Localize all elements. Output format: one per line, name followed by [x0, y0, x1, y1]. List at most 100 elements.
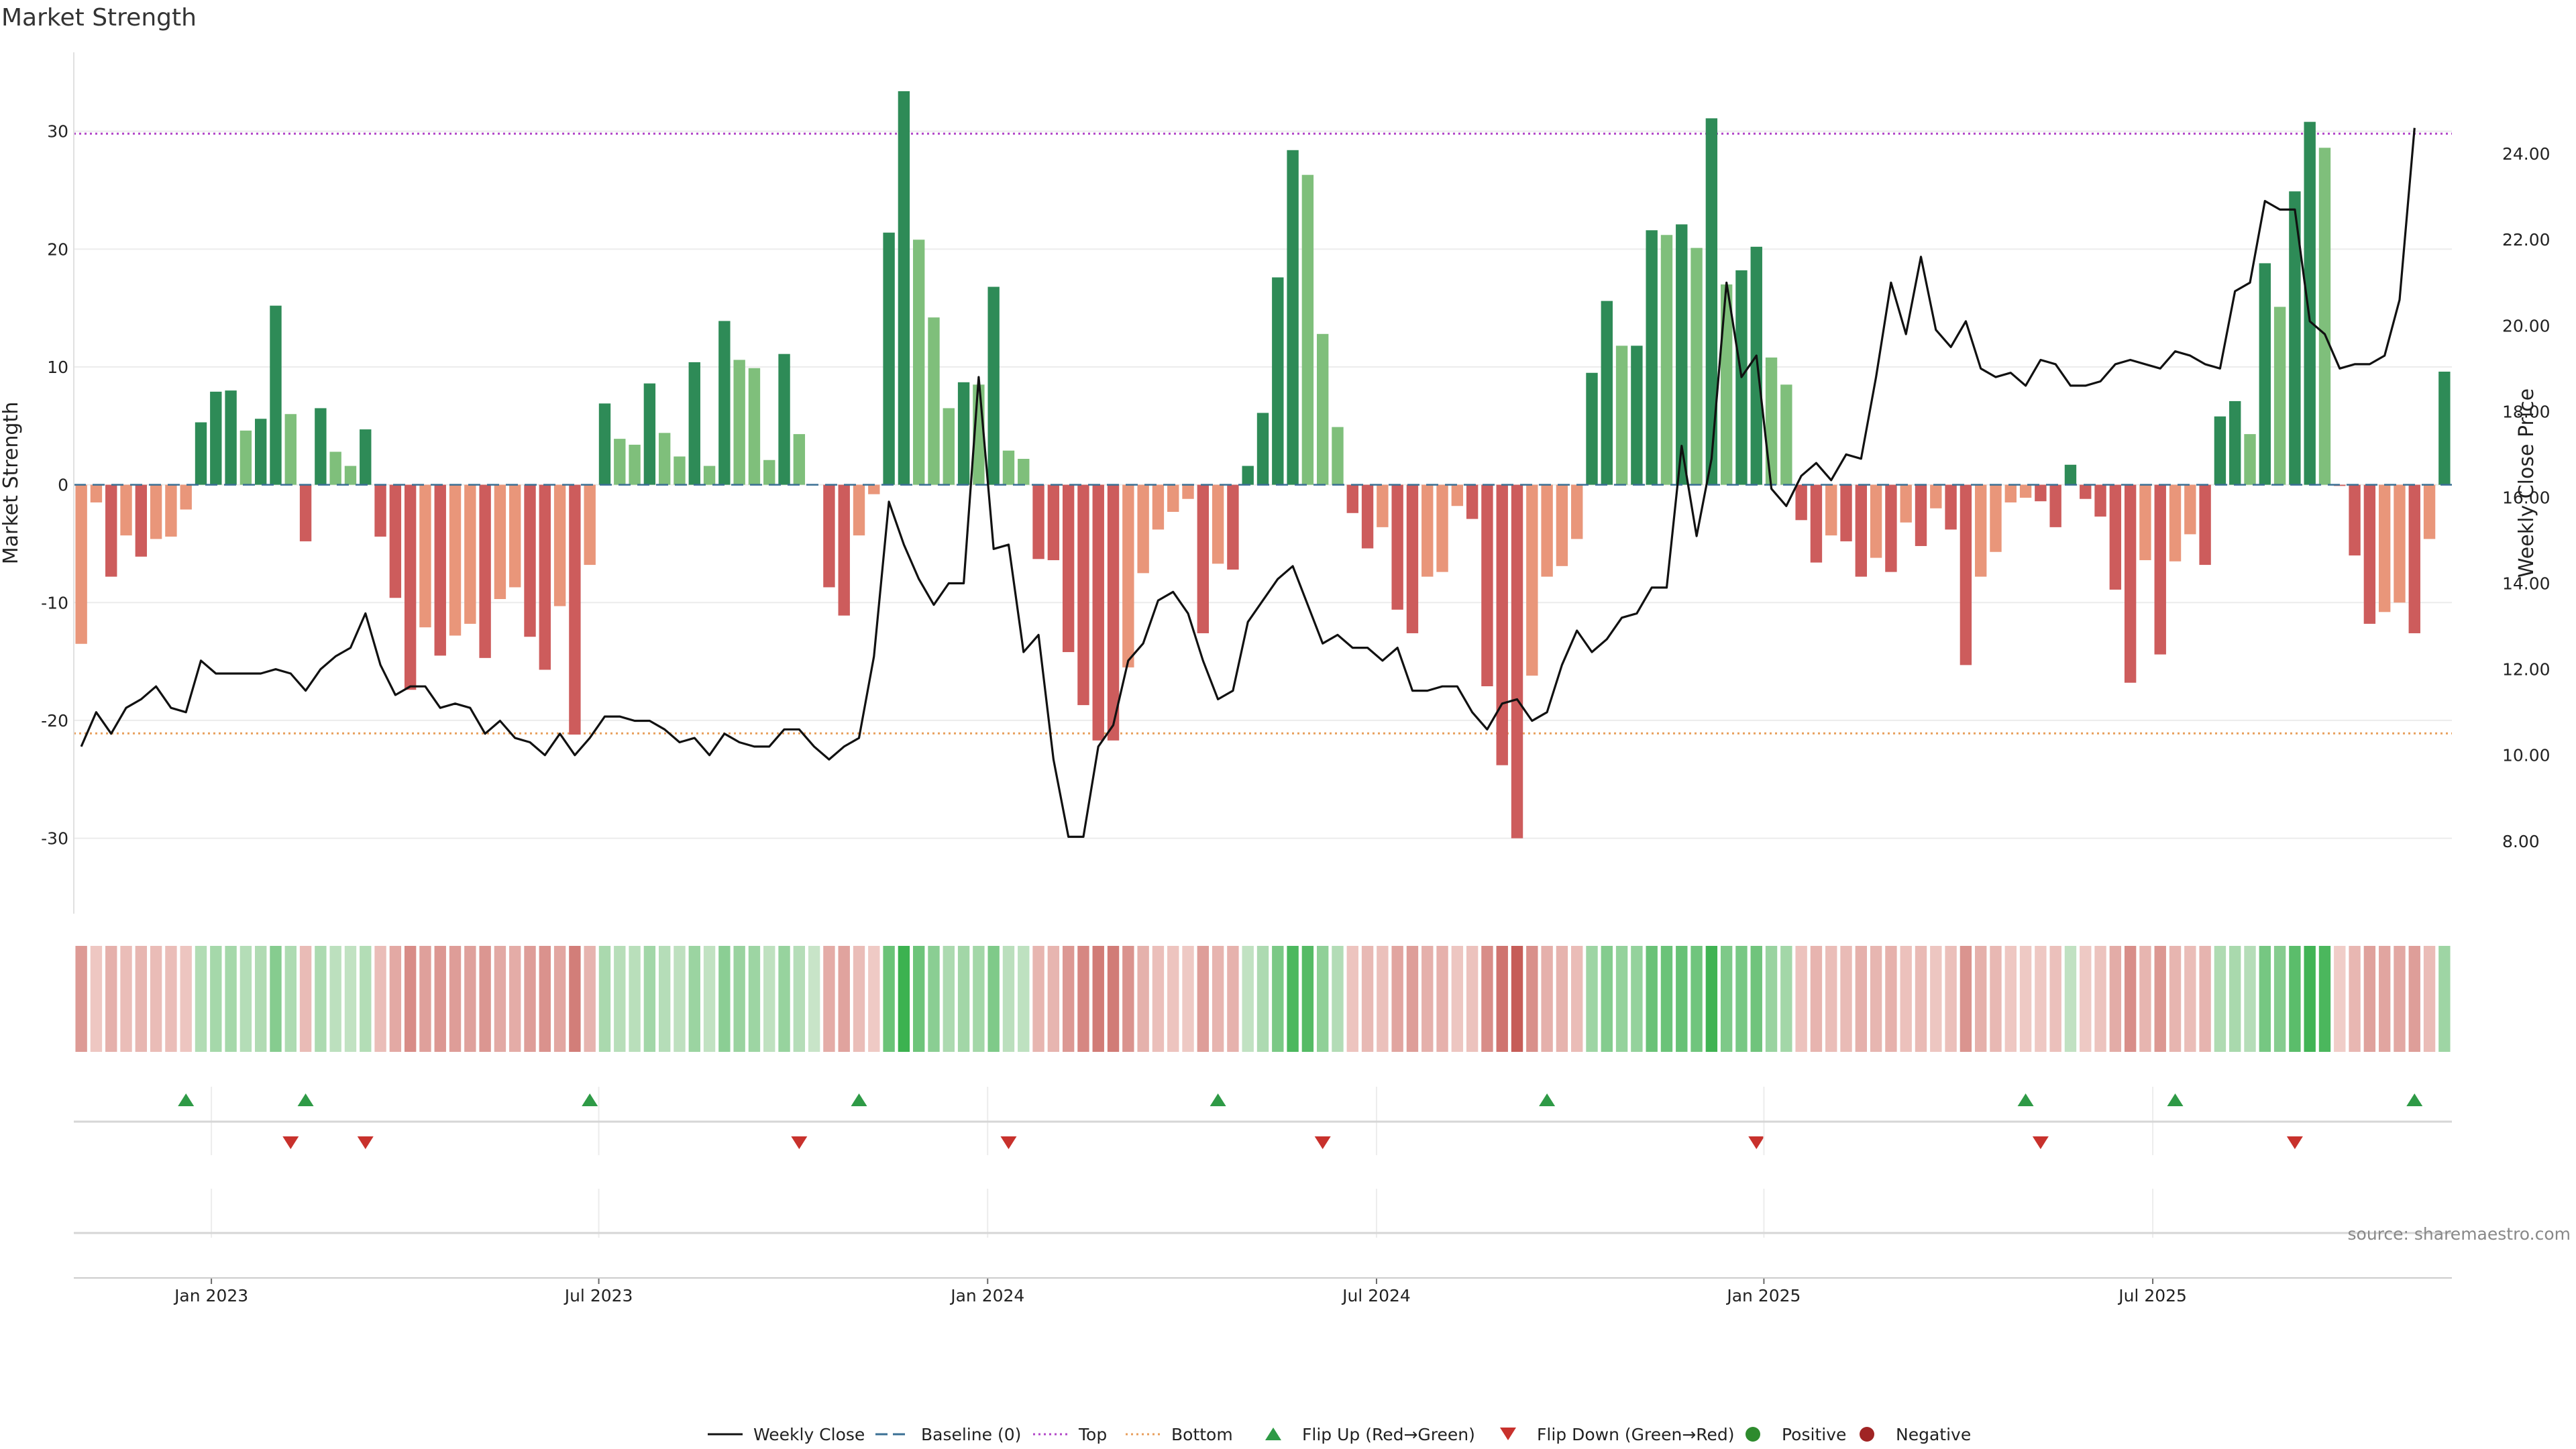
heat-cell [643, 946, 656, 1052]
strength-bar [1840, 484, 1852, 541]
strength-bar [284, 414, 297, 485]
strength-bar [629, 444, 641, 485]
heat-cell [165, 946, 177, 1052]
legend-item: Weekly Close [708, 1425, 865, 1444]
heat-cell [1092, 946, 1104, 1052]
heat-cell [2259, 946, 2271, 1052]
strength-bar [389, 484, 402, 598]
strength-bar [105, 484, 117, 577]
strength-bar [1092, 484, 1104, 741]
heat-cell [2349, 946, 2361, 1052]
strength-bar [2244, 434, 2256, 485]
heat-cell [614, 946, 626, 1052]
legend-item: Top [1033, 1425, 1107, 1444]
heat-cell [479, 946, 491, 1052]
flip-down-marker [791, 1136, 808, 1149]
triangle-up-icon [1265, 1428, 1281, 1440]
heat-cell [913, 946, 925, 1052]
heat-cell [778, 946, 790, 1052]
strength-bar [1436, 484, 1448, 572]
heat-cell [1122, 946, 1134, 1052]
strength-bar [763, 460, 775, 485]
strength-bar [718, 321, 731, 485]
heat-cell [2094, 946, 2106, 1052]
heat-cell [973, 946, 985, 1052]
heat-cell [2273, 946, 2286, 1052]
strength-bar [2064, 464, 2077, 485]
strength-bar [2035, 484, 2047, 502]
strength-bar [2423, 484, 2436, 539]
flip-up-marker [178, 1093, 195, 1106]
strength-bar [883, 232, 895, 485]
heat-cell [494, 946, 506, 1052]
legend-label: Baseline (0) [921, 1425, 1021, 1444]
axes: 30 20 10 0 -10 -20 -30 24.00 22.00 20.00 18.00 16.0… [41, 52, 2551, 914]
strength-bar [1945, 484, 1957, 530]
heat-cell [1002, 946, 1015, 1052]
strength-bar [239, 430, 252, 485]
heat-cell [1705, 946, 1718, 1052]
strength-bar [1107, 484, 1120, 741]
strength-bar [1750, 246, 1762, 485]
heat-cell [1242, 946, 1254, 1052]
heat-cell [299, 946, 312, 1052]
strength-bar [1601, 301, 1613, 485]
legend-item: Negative [1860, 1425, 1971, 1444]
strength-bar [2289, 191, 2301, 485]
heat-cell [1481, 946, 1493, 1052]
heat-cell [674, 946, 686, 1052]
strength-bar [584, 484, 596, 566]
heat-cell [2304, 946, 2316, 1052]
flip-up-marker [297, 1093, 314, 1106]
heat-cell [1062, 946, 1075, 1052]
heat-cell [2139, 946, 2151, 1052]
heat-cell [823, 946, 835, 1052]
strength-bar [2408, 484, 2420, 633]
heat-cell [883, 946, 895, 1052]
strength-bar [553, 484, 566, 606]
strength-bar [165, 484, 177, 537]
strength-bar [1421, 484, 1434, 577]
strength-bar [987, 286, 1000, 485]
heat-cell [1810, 946, 1823, 1052]
strength-bar [524, 484, 536, 637]
heat-cell [1077, 946, 1089, 1052]
flip-up-marker [1539, 1093, 1556, 1106]
strength-bar [1615, 345, 1628, 485]
x-tick-label: Jul 2023 [564, 1286, 633, 1305]
strength-bar [195, 422, 207, 485]
reference-lines [74, 132, 2452, 735]
right-axis-label: Weekly Close Price [2515, 388, 2538, 578]
heat-cell [2049, 946, 2061, 1052]
heat-cell [509, 946, 521, 1052]
legend-label: Negative [1896, 1425, 1971, 1444]
strength-bar [1900, 484, 1912, 523]
heat-cell [284, 946, 297, 1052]
strength-bar [225, 390, 237, 485]
left-tick-label: 10 [47, 358, 68, 377]
strength-bar [150, 484, 162, 539]
strength-bar [1960, 484, 1972, 665]
heat-cell [733, 946, 745, 1052]
strength-bar [2438, 372, 2451, 485]
flip-down-marker [1748, 1136, 1765, 1149]
heat-cell [1750, 946, 1762, 1052]
legend-label: Flip Up (Red→Green) [1302, 1425, 1475, 1444]
strength-bar [943, 408, 955, 485]
strength-bar [703, 466, 716, 485]
strength-bar [2214, 416, 2226, 485]
heat-cell [1316, 946, 1329, 1052]
heat-cell [1885, 946, 1897, 1052]
strength-bar [1915, 484, 1927, 546]
heat-cell [1047, 946, 1060, 1052]
heat-cell [1915, 946, 1927, 1052]
strength-bar [1242, 466, 1254, 485]
flip-up-marker [2017, 1093, 2034, 1106]
strength-bar [2094, 484, 2106, 517]
heat-cell [2334, 946, 2346, 1052]
circle-icon [1860, 1427, 1874, 1442]
heat-cell [210, 946, 222, 1052]
heat-cell [2214, 946, 2226, 1052]
heat-cell [1945, 946, 1957, 1052]
